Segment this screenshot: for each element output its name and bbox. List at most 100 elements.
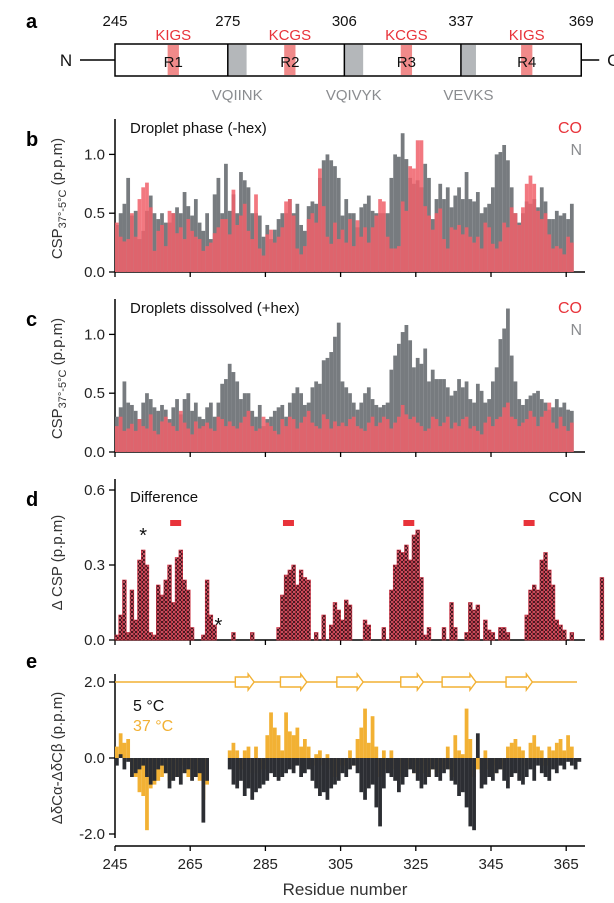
bar-co (423, 430, 428, 452)
bar-co (547, 234, 552, 272)
bar-5c (254, 758, 258, 793)
bar-co (209, 428, 213, 452)
bar-co (344, 426, 349, 452)
bar-37c (141, 758, 146, 796)
bar-co (261, 416, 266, 452)
bar-co (393, 422, 397, 452)
bar-co (408, 166, 413, 272)
bar-co (487, 227, 491, 272)
bar-5c (498, 758, 503, 770)
bar-37c (306, 746, 311, 758)
bar-5c (122, 758, 127, 770)
bar-con (547, 569, 552, 641)
bar-n (569, 203, 574, 272)
bar-co (284, 426, 288, 452)
bar-n (190, 410, 194, 452)
bar-5c (430, 758, 435, 770)
bar-37c (464, 708, 469, 758)
panel-letter-c: c (26, 309, 37, 331)
bar-co (419, 426, 424, 452)
bar-co (415, 422, 420, 452)
bar-37c (569, 746, 574, 758)
bar-co (502, 222, 507, 272)
bar-5c (491, 758, 495, 781)
bar-5c (374, 758, 379, 808)
bar-co (303, 246, 307, 272)
bar-37c (366, 742, 371, 758)
bar-con (276, 627, 281, 641)
bar-n (235, 381, 240, 452)
bar-co (306, 219, 311, 272)
motif-label: KIGS (155, 27, 191, 44)
bar-37c (137, 758, 142, 793)
bar-5c (250, 758, 255, 800)
bar-co (509, 207, 514, 272)
bar-co (269, 426, 273, 452)
bar-con (381, 627, 387, 641)
bar-co (171, 426, 176, 452)
bar-co (163, 246, 168, 272)
bar-con (291, 564, 296, 641)
bar-5c (321, 758, 326, 793)
bar-n (175, 399, 179, 452)
beta-strand-arrow (400, 671, 425, 693)
bar-co (145, 182, 149, 272)
bar-co (276, 236, 281, 272)
bar-co (261, 255, 266, 272)
bar-n (122, 203, 127, 272)
bar-co (528, 175, 533, 272)
bar-n (491, 381, 495, 452)
bar-n (397, 156, 401, 272)
bar-co (336, 426, 341, 452)
bar-co (190, 230, 194, 272)
beta-strand-arrow (505, 671, 534, 693)
bar-5c (193, 758, 198, 777)
bar-co (472, 242, 476, 272)
bar-n (366, 387, 371, 452)
panel-letter-a: a (26, 11, 38, 33)
bar-co (122, 430, 127, 452)
bar-co (498, 416, 503, 452)
bar-n (389, 369, 394, 452)
bar-con (201, 634, 206, 641)
bar-con (156, 584, 161, 641)
bar-5c (528, 758, 533, 770)
bar-co (502, 407, 507, 452)
bar-5c (389, 758, 394, 777)
bar-co (148, 207, 153, 272)
bar-co (397, 416, 401, 452)
bar-5c (246, 758, 251, 789)
bar-n (325, 154, 330, 272)
bar-n (430, 369, 435, 452)
bar-5c (415, 758, 420, 781)
bar-37c (265, 735, 270, 758)
bar-co (460, 419, 465, 452)
bar-37c (517, 746, 522, 758)
bar-37c (122, 742, 127, 758)
bar-5c (483, 758, 488, 785)
legend-n: N (570, 142, 582, 159)
bar-co (393, 248, 397, 272)
bar-co (374, 215, 379, 272)
bar-co (566, 236, 570, 272)
bar-37c (269, 712, 273, 758)
bar-37c (280, 750, 285, 758)
bar-5c (351, 758, 356, 766)
bar-n (122, 381, 127, 452)
bar-5c (265, 758, 270, 781)
bar-co (389, 248, 394, 272)
hexapeptide-block (344, 45, 364, 75)
bar-con (283, 574, 289, 641)
bar-con (407, 559, 413, 641)
bar-con (475, 604, 481, 641)
bar-co (558, 416, 563, 452)
bar-n (498, 339, 503, 452)
bar-co (287, 199, 292, 272)
bar-5c (175, 758, 179, 777)
bar-5c (235, 758, 240, 789)
bar-co (449, 227, 454, 272)
bar-co (310, 422, 315, 452)
bar-co (115, 222, 119, 272)
bar-n (434, 379, 439, 452)
bar-n (246, 187, 251, 272)
